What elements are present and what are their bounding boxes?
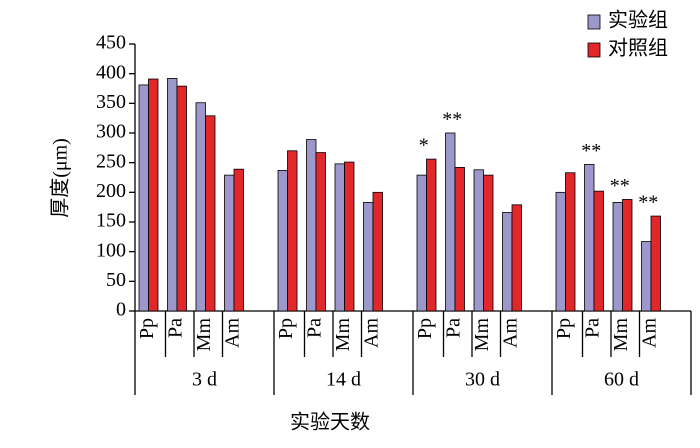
y-tick-label: 450: [96, 32, 126, 54]
y-tick-label: 300: [96, 121, 126, 143]
bar: [555, 191, 566, 312]
bar: [224, 174, 235, 312]
significance-mark: *: [419, 135, 429, 157]
bar: [502, 212, 513, 312]
bar: [287, 150, 298, 312]
x-axis-title: 实验天数: [290, 411, 370, 434]
legend-swatch: [587, 14, 601, 30]
x-tick-label: Am: [500, 318, 522, 348]
x-tick-label: Mm: [610, 318, 632, 352]
x-tick-label: Pa: [582, 318, 604, 338]
significance-mark: **: [610, 175, 630, 197]
x-tick-label: Am: [361, 318, 383, 348]
bar: [205, 115, 216, 312]
y-tick-label: 0: [116, 299, 126, 321]
bar: [315, 152, 326, 312]
bar: [584, 164, 595, 312]
y-tick-label: 100: [96, 239, 126, 261]
bar: [372, 191, 383, 312]
bar: [565, 172, 576, 312]
y-tick-label: 400: [96, 61, 126, 83]
bar: [454, 167, 465, 312]
bar: [233, 168, 244, 312]
legend-label: 实验组: [608, 9, 668, 32]
y-tick-label: 200: [96, 180, 126, 202]
bar: [612, 202, 623, 312]
significance-mark: **: [581, 140, 601, 162]
significance-mark: **: [442, 109, 462, 131]
x-tick-label: Mm: [332, 318, 354, 352]
bar: [344, 161, 355, 312]
x-tick-label: Pa: [304, 318, 326, 338]
x-tick-label: Mm: [471, 318, 493, 352]
group-label: 30 d: [465, 369, 500, 391]
x-tick-label: Am: [222, 318, 244, 348]
legend-label: 对照组: [608, 37, 668, 60]
x-tick-label: Mm: [193, 318, 215, 352]
bar: [176, 85, 187, 312]
x-tick-label: Pp: [414, 318, 436, 339]
bar: [148, 78, 159, 312]
bar: [483, 174, 494, 312]
bar: [641, 241, 652, 312]
bar: [195, 102, 206, 312]
bar: [306, 139, 317, 312]
bar: [593, 190, 604, 312]
bar: [511, 204, 522, 312]
bar: [426, 158, 437, 312]
x-tick-label: Am: [639, 318, 661, 348]
y-tick-label: 50: [106, 269, 126, 291]
bar: [650, 215, 661, 312]
bar: [622, 199, 633, 312]
group-label: 14 d: [326, 369, 361, 391]
significance-mark: **: [638, 192, 658, 214]
x-tick-label: Pp: [275, 318, 297, 339]
bar: [416, 174, 427, 312]
bar: [473, 169, 484, 312]
x-tick-label: Pp: [553, 318, 575, 339]
x-tick-label: Pp: [136, 318, 158, 339]
legend-swatch: [587, 42, 601, 58]
bar: [363, 202, 374, 312]
y-tick-label: 350: [96, 91, 126, 113]
bar: [445, 132, 456, 312]
x-tick-label: Pa: [443, 318, 465, 338]
bar: [138, 84, 149, 312]
group-label: 60 d: [604, 369, 639, 391]
x-tick-label: Pa: [165, 318, 187, 338]
y-tick-label: 250: [96, 150, 126, 172]
bar: [167, 78, 178, 312]
bar: [334, 163, 345, 312]
bar: [277, 169, 288, 312]
group-label: 3 d: [192, 369, 217, 391]
y-axis-title: 厚度(μm): [49, 138, 72, 218]
y-tick-label: 150: [96, 210, 126, 232]
